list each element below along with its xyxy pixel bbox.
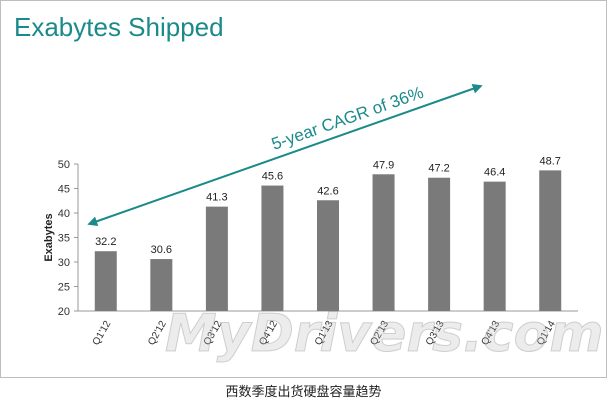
x-tick-label: Q1'12 <box>91 319 114 348</box>
bar <box>317 200 339 311</box>
x-tick-label: Q4'13 <box>480 319 503 348</box>
cagr-arrow <box>87 83 483 227</box>
bar <box>94 251 117 311</box>
x-tick-label: Q3'12 <box>202 319 225 348</box>
y-tick-label: 25 <box>58 282 70 294</box>
y-tick-label: 20 <box>58 306 70 318</box>
bar-value-label: 46.4 <box>484 167 505 179</box>
image-caption: 西数季度出货硬盘容量趋势 <box>225 385 382 400</box>
x-tick-label: Q1'13 <box>313 319 336 348</box>
bar-value-label: 48.7 <box>540 155 561 167</box>
y-tick-label: 40 <box>58 208 70 220</box>
bar <box>428 177 451 311</box>
bar <box>261 185 284 311</box>
bar-value-label: 47.2 <box>428 163 449 175</box>
bar-value-label: 32.2 <box>95 236 116 248</box>
y-axis-label: Exabytes <box>43 213 55 261</box>
cagr-annotation: 5-year CAGR of 36% <box>269 83 426 154</box>
x-tick-label: Q4'12 <box>257 319 280 348</box>
x-tick-label: Q2'12 <box>146 319 169 348</box>
bar <box>483 181 506 311</box>
chart-title: Exabytes Shipped <box>14 12 224 42</box>
y-tick-label: 50 <box>58 159 70 171</box>
bar-chart: 20 25 30 35 40 45 50 Exabytes 32.2 Q1'12 30.6 Q2'1… <box>43 83 578 348</box>
bar <box>539 170 562 311</box>
bar <box>372 174 395 311</box>
y-tick-label: 30 <box>58 257 70 269</box>
x-tick-label: Q2'13 <box>368 319 391 348</box>
bar-value-label: 30.6 <box>151 244 172 256</box>
bar <box>205 206 228 311</box>
bar-value-label: 42.6 <box>317 185 338 197</box>
x-tick-label: Q3'13 <box>424 319 447 348</box>
bar-value-label: 41.3 <box>206 192 227 204</box>
bar-value-label: 47.9 <box>373 159 394 171</box>
y-tick-label: 35 <box>58 233 70 245</box>
bar-value-label: 45.6 <box>262 171 283 183</box>
bar <box>150 259 173 311</box>
y-tick-label: 45 <box>58 184 70 196</box>
x-tick-label: Q1'14 <box>535 319 558 348</box>
